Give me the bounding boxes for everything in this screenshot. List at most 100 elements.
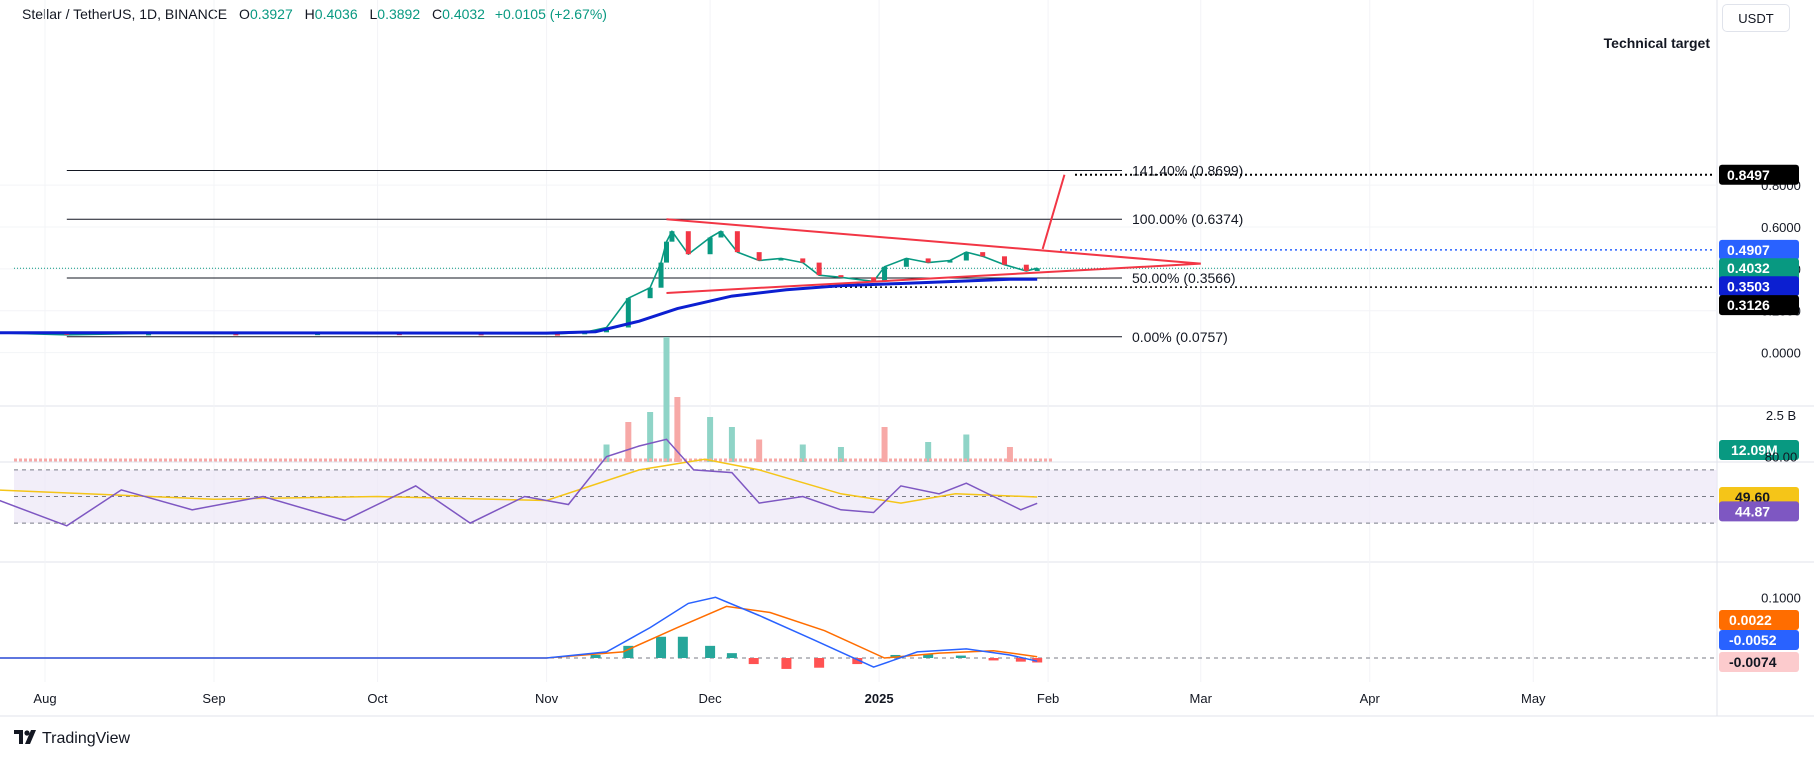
price-tag-label: 0.3126 xyxy=(1727,297,1770,313)
fib-level-label: 141.40% (0.8699) xyxy=(1132,163,1243,179)
macd-histogram-bar xyxy=(677,636,688,658)
low-label: L xyxy=(369,6,378,22)
volume-bar xyxy=(799,444,806,462)
high-label: H xyxy=(304,6,315,22)
volume-bar xyxy=(925,442,932,462)
price-tag xyxy=(1719,164,1799,185)
macd-histogram-bar xyxy=(726,653,737,658)
x-tick-label: Sep xyxy=(202,691,225,706)
volume-bar xyxy=(674,397,681,462)
low-value: 0.3892 xyxy=(377,6,421,22)
high-value: 0.4036 xyxy=(314,6,358,22)
macd-histogram-bar xyxy=(955,655,966,658)
candle xyxy=(871,277,877,282)
candle xyxy=(685,231,691,255)
price-tag-label: 0.4907 xyxy=(1727,242,1770,258)
close-label: C xyxy=(432,6,443,22)
x-tick-label: May xyxy=(1521,691,1546,706)
y-tick-label: 0.0000 xyxy=(1761,346,1801,361)
open-label: O xyxy=(239,6,250,22)
volume-bar xyxy=(756,439,763,462)
close-value: 0.4032 xyxy=(442,6,485,22)
volume-bar xyxy=(1034,461,1041,462)
candle xyxy=(734,231,740,253)
macd-histogram-bar xyxy=(656,636,667,658)
price-tag xyxy=(1719,276,1799,297)
rsi-tag xyxy=(1719,501,1799,522)
candle xyxy=(1023,264,1029,271)
triangle-upper-line xyxy=(666,218,1201,265)
x-tick-label: Dec xyxy=(699,691,723,706)
macd-histogram-bar xyxy=(814,658,825,668)
price-tag-label: 0.4032 xyxy=(1727,260,1770,276)
macd-histogram-bar xyxy=(1032,658,1043,663)
candle xyxy=(625,298,631,328)
candle xyxy=(554,333,560,336)
macd-tag-label: 0.0022 xyxy=(1729,612,1772,628)
macd-histogram-bar xyxy=(923,654,934,658)
rsi-tag-label: 44.87 xyxy=(1735,503,1770,519)
ema-line xyxy=(0,277,1038,335)
macd-tag xyxy=(1719,652,1799,672)
volume-axis-label: 2.5 B xyxy=(1766,408,1796,423)
candle xyxy=(669,231,675,242)
candle xyxy=(756,252,762,261)
candle xyxy=(707,237,713,255)
x-tick-label: 2025 xyxy=(865,691,894,706)
macd-histogram-bar xyxy=(705,645,716,658)
x-tick-label: Aug xyxy=(33,691,56,706)
volume-bar xyxy=(728,427,735,462)
candle xyxy=(663,241,669,263)
price-tag-label: 0.3503 xyxy=(1727,278,1770,294)
macd-histogram-bar xyxy=(748,658,759,665)
open-value: 0.3927 xyxy=(249,6,293,22)
x-tick-label: Nov xyxy=(535,691,559,706)
candle xyxy=(800,258,806,263)
chart-header: Stellar / TetherUS, 1D, BINANCE O0.3927 … xyxy=(22,6,607,22)
candle xyxy=(1034,268,1040,271)
tradingview-logo-text: TradingView xyxy=(42,730,131,747)
macd-axis-label: 0.1000 xyxy=(1761,590,1801,605)
volume-bar xyxy=(1006,447,1013,462)
macd-histogram-bar xyxy=(781,658,792,669)
price-tag xyxy=(1719,239,1799,260)
volume-tag-label: 12.09M xyxy=(1731,442,1778,458)
fib-level-label: 50.00% (0.3566) xyxy=(1132,270,1236,286)
tradingview-logo[interactable]: TradingView xyxy=(14,730,130,748)
macd-histogram-bar xyxy=(852,658,863,665)
x-tick-label: Oct xyxy=(367,691,388,706)
symbol-title[interactable]: Stellar / TetherUS, 1D, BINANCE xyxy=(22,6,228,22)
candle xyxy=(925,258,931,263)
candle xyxy=(1001,256,1007,265)
macd-histogram-bar xyxy=(1015,658,1026,662)
macd-histogram-bar xyxy=(988,658,999,661)
macd-histogram-bar xyxy=(590,654,601,658)
y-tick-label: 0.6000 xyxy=(1761,220,1801,235)
candle xyxy=(778,258,784,261)
candle xyxy=(980,252,986,257)
rsi-ma-line xyxy=(0,458,1038,504)
volume-bar xyxy=(603,444,610,462)
volume-tag xyxy=(1719,440,1799,460)
macd-tag-label: -0.0074 xyxy=(1729,654,1777,670)
target-label: Technical target xyxy=(1604,35,1711,51)
currency-button[interactable]: USDT xyxy=(1722,4,1790,32)
volume-bar xyxy=(647,412,654,462)
price-tag xyxy=(1719,295,1799,316)
rsi-axis-label: 80.00 xyxy=(1765,450,1798,465)
macd-tag xyxy=(1719,610,1799,630)
candle xyxy=(882,266,888,282)
macd-signal-line xyxy=(0,605,1038,659)
macd-line xyxy=(0,596,1038,668)
candle xyxy=(816,262,822,276)
rsi-line xyxy=(0,438,1038,527)
x-tick-label: Apr xyxy=(1360,691,1381,706)
volume-bar xyxy=(663,337,670,462)
candle xyxy=(963,252,969,261)
change-value: +0.0105 (+2.67%) xyxy=(494,6,607,22)
candle xyxy=(146,333,152,336)
fib-level-label: 100.00% (0.6374) xyxy=(1132,211,1243,227)
macd-histogram-bar xyxy=(623,645,634,658)
x-tick-label: Feb xyxy=(1037,691,1059,706)
